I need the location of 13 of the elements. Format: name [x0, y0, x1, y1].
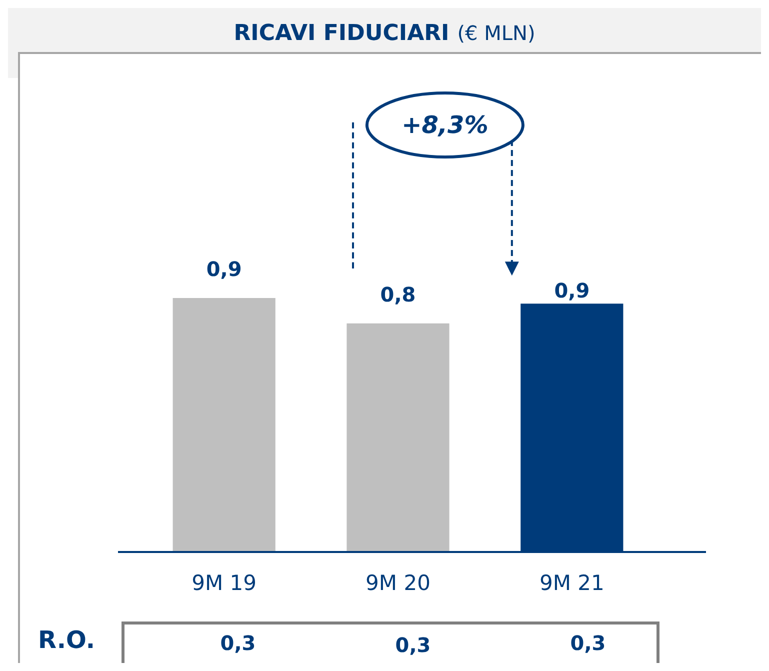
- x-tick-label: 9M 21: [539, 571, 604, 595]
- chart-subtitle: (€ MLN): [457, 21, 536, 45]
- data-label: 0,9: [554, 278, 590, 303]
- text: R.O.: [38, 626, 96, 654]
- data-label: 0,8: [380, 282, 416, 306]
- data-label: 0,9: [206, 257, 242, 281]
- chart-title: RICAVI FIDUCIARI: [234, 21, 450, 46]
- text: 0,3: [570, 631, 606, 655]
- text: +8,3%: [402, 111, 488, 139]
- text: 0,3: [395, 633, 431, 657]
- text: 0,3: [220, 631, 256, 655]
- x-tick-label: 9M 19: [192, 571, 257, 595]
- x-tick-label: 9M 20: [366, 571, 430, 595]
